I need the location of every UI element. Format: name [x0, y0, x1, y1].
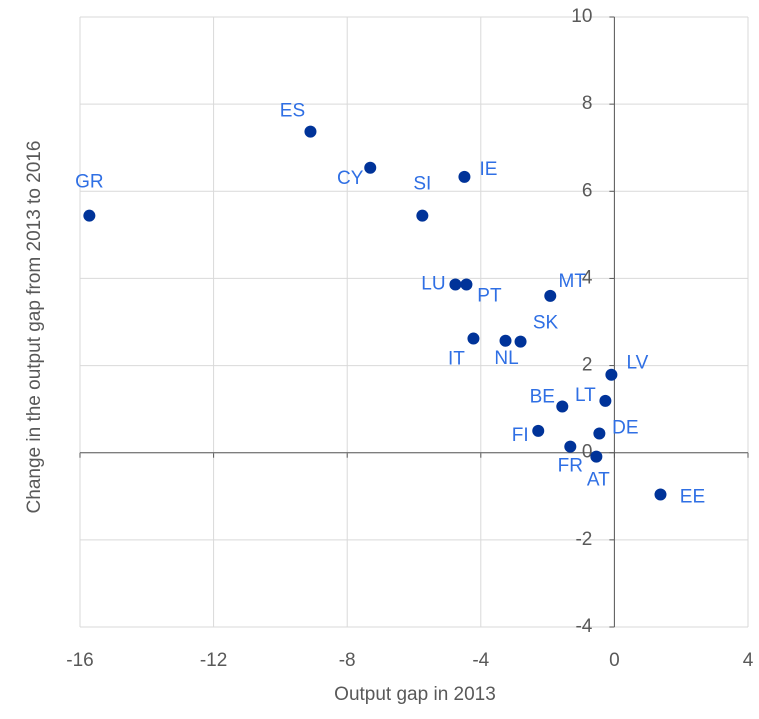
x-axis-title: Output gap in 2013 — [334, 684, 496, 705]
point-label: MT — [559, 271, 587, 292]
x-tick-label: -4 — [472, 650, 489, 671]
point-label: GR — [75, 172, 104, 193]
y-tick-label: 2 — [582, 355, 593, 376]
y-tick-label: 10 — [571, 6, 592, 27]
point — [599, 394, 612, 407]
point-label: LT — [575, 385, 596, 406]
x-tick-label: -8 — [339, 650, 356, 671]
point-label: BE — [530, 387, 555, 408]
point — [605, 368, 618, 381]
point — [590, 450, 603, 463]
point-label: CY — [337, 168, 364, 189]
point — [467, 332, 480, 345]
y-tick-label: 8 — [582, 93, 593, 114]
point-label: LU — [421, 274, 445, 295]
y-tick-label: 6 — [582, 180, 593, 201]
point — [499, 334, 512, 347]
point — [654, 488, 667, 501]
point-label: IT — [448, 349, 465, 370]
point — [458, 170, 471, 183]
point-label: NL — [494, 348, 518, 369]
point — [304, 125, 317, 138]
point-label: FI — [512, 425, 529, 446]
point — [416, 209, 429, 222]
y-axis-title: Change in the output gap from 2013 to 20… — [24, 141, 45, 514]
x-tick-label: -12 — [200, 650, 227, 671]
point — [449, 278, 462, 291]
point — [460, 278, 473, 291]
point-label: SK — [533, 313, 559, 334]
point-label: LV — [626, 353, 648, 374]
point-label: PT — [477, 286, 502, 307]
point-label: IE — [479, 159, 497, 180]
point-label: DE — [612, 418, 638, 439]
point — [532, 424, 545, 437]
y-tick-label: -4 — [575, 616, 592, 637]
point — [593, 427, 606, 440]
x-tick-label: 0 — [609, 650, 620, 671]
point — [514, 335, 527, 348]
x-tick-label: -16 — [66, 650, 93, 671]
point — [544, 289, 557, 302]
point-label: FR — [558, 456, 583, 477]
point-label: EE — [680, 487, 705, 508]
point-label: SI — [413, 174, 431, 195]
point — [564, 440, 577, 453]
point — [364, 161, 377, 174]
y-tick-label: -2 — [575, 529, 592, 550]
point-label: AT — [587, 470, 610, 491]
point — [83, 209, 96, 222]
x-tick-label: 4 — [743, 650, 754, 671]
point — [556, 400, 569, 413]
point-label: ES — [280, 101, 305, 122]
y-tick-label: 4 — [582, 267, 593, 288]
